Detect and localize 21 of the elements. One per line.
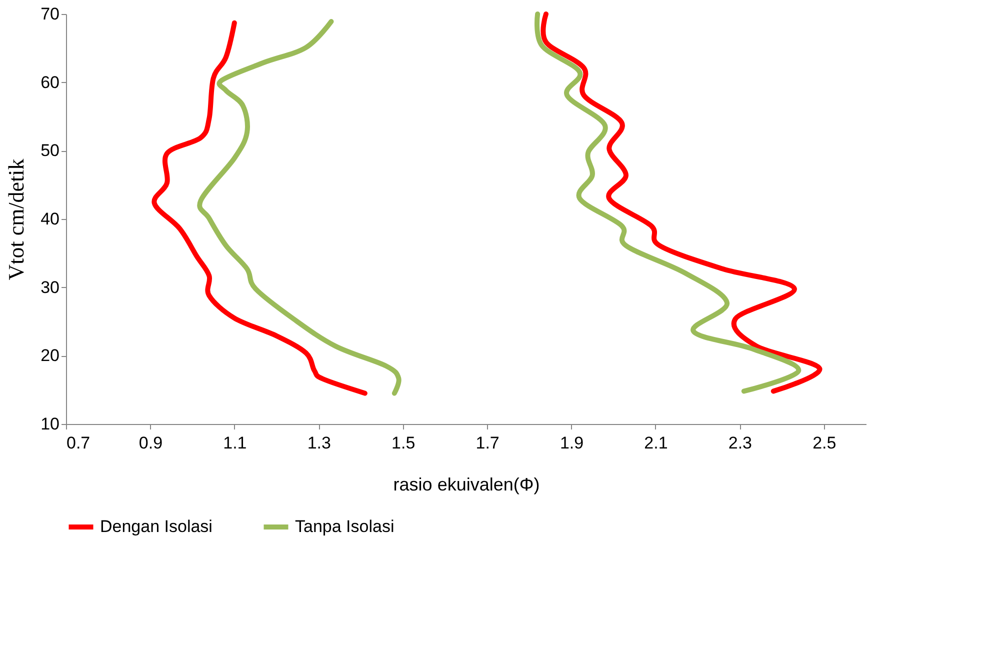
y-tick-label: 70 (40, 4, 60, 24)
y-tick-label: 30 (40, 278, 60, 297)
y-tick-label: 10 (40, 414, 60, 434)
legend-label: Tanpa Isolasi (295, 517, 394, 536)
x-axis-title: rasio ekuivalen(Φ) (393, 474, 540, 494)
x-tick-label: 2.5 (812, 434, 836, 452)
y-axis-title: Vtot cm/detik (4, 158, 29, 280)
x-tick-label: 2.1 (644, 434, 668, 452)
x-tick-label: 1.3 (307, 434, 331, 452)
y-tick-label: 50 (40, 141, 60, 160)
legend-label: Dengan Isolasi (100, 517, 212, 536)
x-tick-label: 1.1 (223, 434, 247, 452)
y-tick-label: 60 (40, 72, 60, 92)
x-tick-label: 1.9 (560, 434, 584, 452)
x-tick-label: 0.7 (66, 434, 90, 452)
x-tick-label: 1.7 (476, 434, 500, 452)
x-tick-label: 0.9 (138, 434, 163, 452)
y-tick-label: 20 (40, 346, 60, 366)
y-tick-label: 40 (40, 210, 60, 228)
x-tick-label: 1.5 (392, 434, 416, 452)
x-tick-label: 2.3 (728, 434, 752, 452)
